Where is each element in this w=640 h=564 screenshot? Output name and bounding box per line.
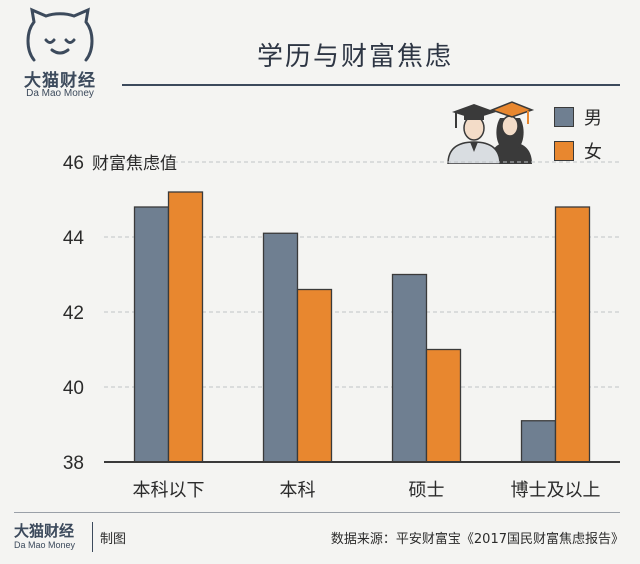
footer-source: 数据来源：平安财富宝《2017国民财富焦虑报告》 xyxy=(330,532,624,547)
footer-divider xyxy=(14,512,620,513)
y-tick-label: 40 xyxy=(63,378,84,399)
y-axis-label: 财富焦虑值 xyxy=(92,154,177,174)
footer-brand-name: 大猫财经 xyxy=(14,522,75,540)
y-tick-label: 42 xyxy=(63,303,84,324)
y-tick-label: 38 xyxy=(63,453,84,474)
legend-label-female: 女 xyxy=(584,142,602,163)
y-tick-label: 46 xyxy=(63,153,84,174)
footer-separator xyxy=(92,522,93,552)
bar-male xyxy=(262,232,299,463)
graduates-icon xyxy=(447,101,535,164)
brand-name: 大猫财经 xyxy=(24,71,96,91)
brand-logo xyxy=(26,7,94,62)
bar-female xyxy=(425,348,462,463)
cat-face-icon xyxy=(26,7,94,62)
x-tick-label: 硕士 xyxy=(409,480,445,501)
legend-swatch-male xyxy=(554,107,574,127)
x-tick-label: 本科 xyxy=(280,480,316,501)
footer-brand-name-en: Da Mao Money xyxy=(14,540,76,550)
chart-title: 学历与财富焦虑 xyxy=(256,42,453,72)
footer-made-label: 制图 xyxy=(100,532,127,547)
bar-male xyxy=(391,273,428,463)
legend-item-female: 女 xyxy=(554,134,602,168)
bar-male xyxy=(520,420,557,463)
title-divider xyxy=(122,84,620,86)
x-tick-label: 本科以下 xyxy=(133,480,205,501)
legend-label-male: 男 xyxy=(584,108,602,129)
bar-female xyxy=(167,191,204,463)
y-tick-label: 44 xyxy=(63,228,85,249)
x-tick-label: 博士及以上 xyxy=(511,480,601,501)
legend: 男 女 xyxy=(554,100,602,168)
bar-female xyxy=(554,206,591,463)
brand-name-en: Da Mao Money xyxy=(26,88,94,99)
bar-female xyxy=(296,288,333,463)
legend-item-male: 男 xyxy=(554,100,602,134)
bar-male xyxy=(133,206,170,463)
legend-swatch-female xyxy=(554,141,574,161)
